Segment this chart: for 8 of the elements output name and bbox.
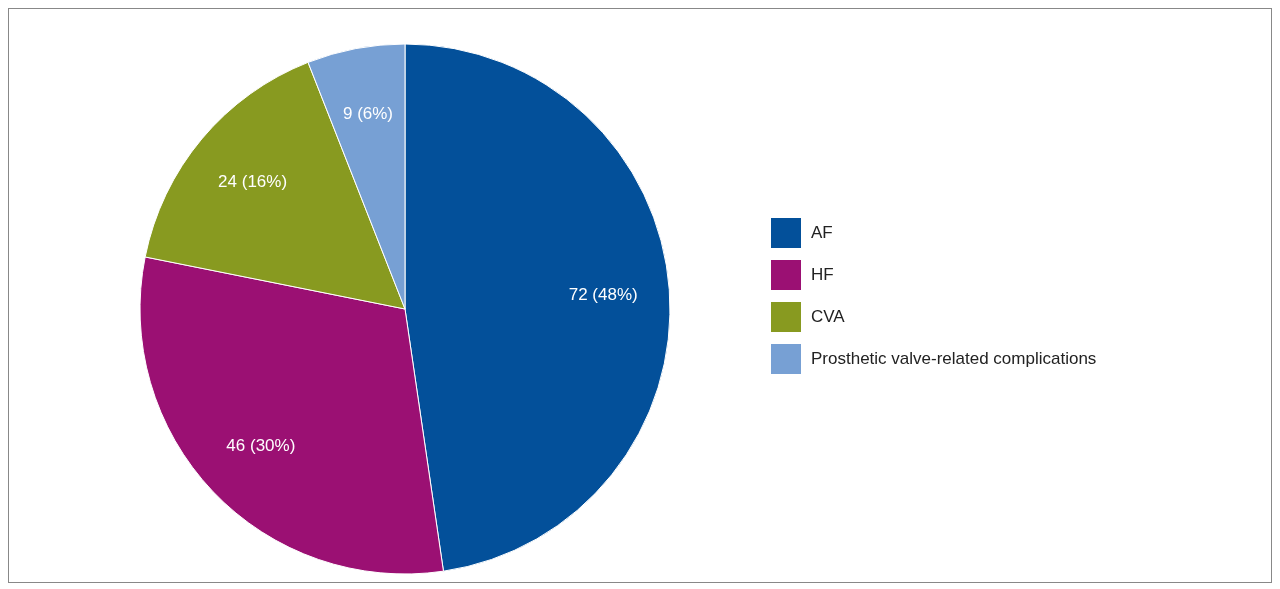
data-label: 9 (6%) xyxy=(342,104,394,124)
legend-label: Prosthetic valve-related complications xyxy=(811,348,1097,368)
data-label: 24 (16%) xyxy=(218,171,288,191)
data-label: 72 (48%) xyxy=(568,285,638,305)
legend-label: CVA xyxy=(811,306,845,326)
legend-label: HF xyxy=(811,264,834,284)
data-label: 46 (30%) xyxy=(226,436,296,456)
legend-label: AF xyxy=(811,222,833,242)
